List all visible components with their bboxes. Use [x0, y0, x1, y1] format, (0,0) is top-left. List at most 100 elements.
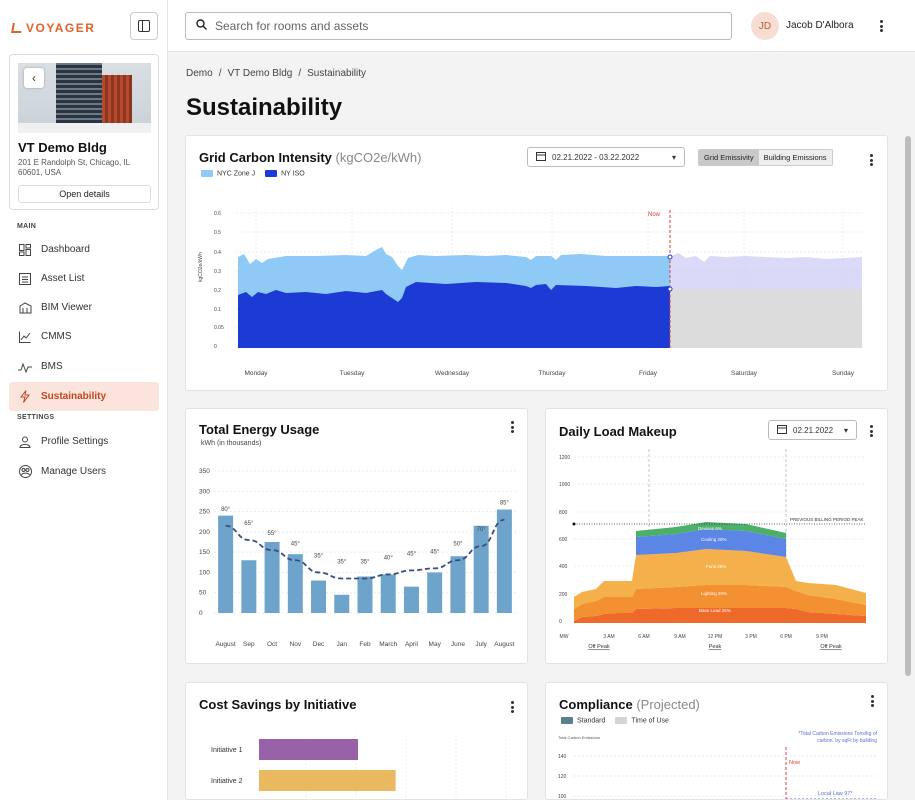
daily-load-menu-icon[interactable] — [866, 423, 876, 439]
x-tick-label: July — [475, 641, 487, 648]
y-tick-label: 0.3 — [214, 269, 221, 275]
energy-bar[interactable] — [380, 574, 396, 613]
energy-bar[interactable] — [334, 594, 350, 613]
sidebar-item-bim-viewer[interactable]: BIM Viewer — [9, 293, 159, 322]
daily-load-date: 02.21.2022 — [793, 425, 834, 435]
now-point-nyc[interactable] — [667, 254, 673, 260]
breadcrumb-separator: / — [298, 68, 302, 79]
legend-item[interactable]: Time of Use — [615, 717, 669, 724]
fans-label: Fans 25% — [706, 564, 726, 569]
energy-bar[interactable] — [403, 586, 419, 613]
page-scrollbar[interactable] — [905, 136, 911, 676]
compliance-ylabel: Total Carbon Emissions — [558, 735, 600, 740]
open-details-button[interactable]: Open details — [18, 185, 151, 203]
pulse-icon — [18, 360, 32, 374]
period-label[interactable]: Peak — [709, 644, 722, 650]
caret-down-icon: ▾ — [671, 152, 676, 162]
toggle-grid-emissivity[interactable]: Grid Emissivity — [699, 150, 759, 165]
grid-carbon-unit: (kgCO2e/kWh) — [335, 150, 422, 165]
energy-bar[interactable] — [473, 525, 489, 613]
sidebar-item-sustainability[interactable]: Sustainability — [9, 382, 159, 411]
energy-bar[interactable] — [427, 572, 443, 613]
temperature-label: 55° — [268, 531, 278, 537]
lighting-layer — [574, 585, 866, 621]
billing-peak-point[interactable] — [572, 522, 576, 526]
grid-carbon-title-text: Grid Carbon Intensity — [199, 150, 332, 165]
grid-carbon-menu-icon[interactable] — [866, 152, 876, 168]
compliance-card: Compliance (Projected) Standard Time of … — [545, 682, 888, 800]
search-input[interactable] — [215, 19, 715, 33]
daily-load-date-picker[interactable]: 02.21.2022 ▾ — [768, 420, 857, 440]
sidebar-item-manage-users[interactable]: Manage Users — [9, 457, 159, 486]
energy-bar[interactable] — [241, 560, 257, 613]
temperature-label: 70° — [477, 527, 487, 533]
y-tick-label: 0.05 — [214, 325, 224, 331]
legend-item[interactable]: Standard — [561, 717, 605, 724]
legend-item[interactable]: NYC Zone J — [201, 170, 255, 177]
compliance-menu-icon[interactable] — [867, 693, 877, 709]
energy-bar[interactable] — [218, 515, 234, 613]
energy-bar[interactable] — [357, 576, 373, 613]
x-tick-label: Sunday — [832, 370, 855, 377]
cost-savings-menu-icon[interactable] — [507, 699, 517, 715]
cooling-label: Cooling 20% — [701, 537, 727, 542]
sidebar-item-label: Sustainability — [41, 391, 107, 402]
x-tick-label: Thursday — [538, 370, 566, 377]
collapse-sidebar-button[interactable] — [130, 12, 158, 40]
legend-label: NYC Zone J — [217, 170, 256, 178]
search-icon — [196, 17, 207, 35]
energy-bar[interactable] — [311, 580, 327, 613]
grid-carbon-chart: 0 0.05 0.1 0.2 0.3 0.4 0.5 0.6 kgCO2e/kWh Now M… — [198, 207, 864, 377]
search-box[interactable] — [185, 12, 732, 40]
compliance-now-label: Now — [789, 760, 800, 766]
sidebar-item-cmms[interactable]: CMMS — [9, 322, 159, 351]
lighting-label: Lighting 20% — [701, 591, 727, 596]
energy-bar[interactable] — [287, 554, 303, 613]
bolt-icon — [18, 390, 32, 404]
energy-usage-menu-icon[interactable] — [507, 419, 517, 435]
sidebar: VOYAGER ‹ VT Demo Bldg 201 E Randolph St… — [0, 0, 168, 800]
list-icon — [18, 272, 32, 286]
period-label[interactable]: Off Peak — [820, 644, 842, 650]
temperature-label: 45° — [430, 549, 440, 555]
sidebar-item-label: Asset List — [41, 273, 85, 284]
x-tick-label: Dec — [313, 641, 325, 648]
avatar[interactable]: JD — [751, 12, 779, 40]
initiative-bar[interactable] — [259, 739, 358, 760]
legend-item[interactable]: NY ISO — [265, 170, 305, 177]
fans-layer — [574, 549, 866, 609]
period-label[interactable]: Off Peak — [588, 644, 610, 650]
breadcrumb-separator: / — [218, 68, 222, 79]
cost-savings-title: Cost Savings by Initiative — [199, 697, 357, 712]
x-tick-label: Friday — [639, 370, 658, 377]
energy-bar[interactable] — [496, 509, 512, 613]
compliance-note: *Total Carbon Emissions Tons/kg of carbo… — [798, 731, 877, 744]
initiative-bar[interactable] — [259, 770, 396, 791]
projected-band-area — [670, 253, 862, 289]
breadcrumb-demo[interactable]: Demo — [186, 68, 213, 79]
date-range-picker[interactable]: 02.21.2022 - 03.22.2022 ▾ — [527, 147, 685, 167]
temperature-label: 35° — [314, 553, 324, 559]
brand-logo[interactable]: VOYAGER — [11, 18, 95, 38]
temperature-label: 65° — [244, 521, 254, 527]
y-tick-label: 250 — [199, 509, 210, 516]
breadcrumb-current: Sustainability — [307, 68, 367, 79]
toggle-building-emissions[interactable]: Building Emissions — [758, 150, 832, 165]
sidebar-item-bms[interactable]: BMS — [9, 352, 159, 381]
x-tick-label: August — [215, 641, 235, 648]
breadcrumb-building[interactable]: VT Demo Bldg — [227, 68, 293, 79]
sidebar-item-dashboard[interactable]: Dashboard — [9, 235, 159, 264]
daily-load-title: Daily Load Makeup — [559, 424, 677, 439]
y-tick-label: 0.4 — [214, 250, 221, 256]
user-name[interactable]: Jacob D'Albora — [786, 20, 854, 31]
back-button[interactable]: ‹ — [24, 68, 44, 88]
sidebar-item-asset-list[interactable]: Asset List — [9, 264, 159, 293]
now-point-iso[interactable] — [667, 286, 673, 292]
y-tick-label: 600 — [559, 537, 568, 543]
billing-peak-label: PREVIOUS BILLING PERIOD PEAK — [790, 517, 864, 522]
breadcrumb: Demo / VT Demo Bldg / Sustainability — [186, 68, 366, 79]
user-menu-icon[interactable] — [876, 18, 886, 34]
sidebar-item-profile-settings[interactable]: Profile Settings — [9, 427, 159, 456]
energy-bar[interactable] — [450, 556, 466, 613]
energy-bar[interactable] — [264, 542, 280, 613]
